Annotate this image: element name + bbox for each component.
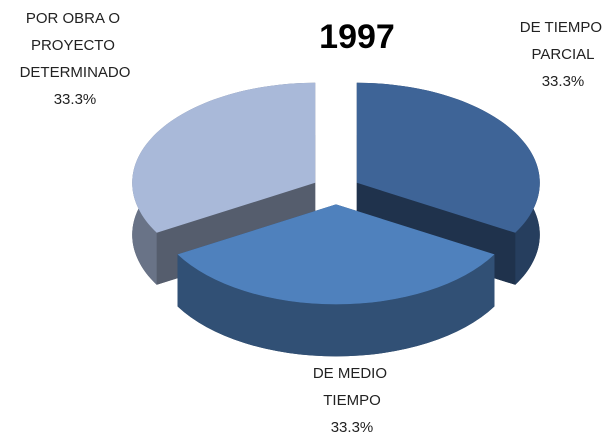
slice-label: POR OBRA O PROYECTO DETERMINADO (20, 10, 131, 81)
slice-top (132, 82, 316, 233)
pie-slice (177, 204, 495, 357)
slice-label: DE TIEMPO PARCIAL (520, 19, 606, 63)
slice-value-label: 33.3% (54, 91, 97, 108)
slice-label: DE MEDIO TIEMPO (313, 365, 391, 409)
chart-title: 1997 (319, 18, 395, 56)
slice-value-label: 33.3% (331, 419, 374, 436)
slice-outer-wall (177, 254, 495, 357)
slice-value-label: 33.3% (542, 73, 585, 90)
slice-top (356, 82, 540, 233)
slice-top (177, 204, 495, 305)
